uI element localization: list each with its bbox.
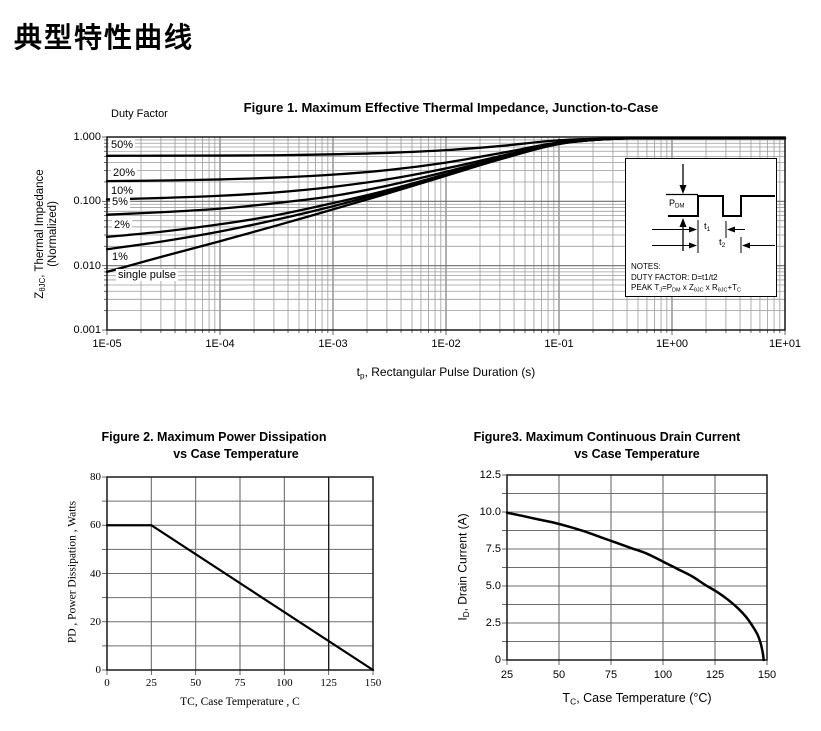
inset-notes: NOTES: DUTY FACTOR: D=t1/t2 PEAK TJ=PDM … [631,262,741,294]
x-tick-label: 0 [104,677,110,689]
x-tick-label: 25 [145,677,157,689]
left-arrow-icon [727,226,735,233]
series-curve [105,137,787,274]
figure1-title: Figure 1. Maximum Effective Thermal Impe… [243,100,659,115]
y-tick-label: 7.5 [485,543,501,555]
x-tick-label: 50 [552,669,566,681]
x-tick-label: 1E-05 [92,338,122,350]
curve-label: 50% [108,139,136,151]
x-tick-label: 125 [320,677,337,689]
x-tick-label: 75 [234,677,246,689]
down-arrow-icon [679,185,687,194]
x-tick-label: 75 [604,669,618,681]
x-tick-label: 150 [757,669,777,681]
y-tick-label: 20 [90,615,101,628]
figure2-x-axis-title: TC, Case Temperature , C [180,696,300,708]
t2-label: t2 [719,237,726,249]
curve-label: 1% [110,251,130,263]
figure1-y-axis-title: ZθJC, Thermal Impedance (Normalized) [34,169,60,298]
figure3-plot [502,474,768,665]
figure1-duty-factor-label: Duty Factor [111,108,168,120]
figure3-title-line2: vs Case Temperature [574,447,700,461]
y-tick-label: 10.0 [479,506,501,518]
x-tick-label: 1E-03 [318,338,348,350]
up-arrow-icon [679,218,687,227]
curve-label: 10% [108,185,136,197]
x-tick-label: 1E-01 [544,338,574,350]
x-tick-label: 25 [500,669,514,681]
curve-label: 20% [110,167,138,179]
right-arrow-icon [689,242,697,249]
figure1-y-axis-title-line1: ZθJC, Thermal Impedance [34,169,48,299]
figure2-plot [102,476,375,675]
y-tick-label: 0.001 [73,324,101,336]
x-tick-label: 1E+00 [655,338,689,350]
inset-note-line: DUTY FACTOR: D=t1/t2 [631,272,718,282]
x-tick-label: 100 [276,677,293,689]
figure2-y-axis-title-text: PD , Power Dissipation , Watts [66,500,79,644]
y-tick-label: 1.000 [73,131,101,143]
y-tick-label: 0 [95,664,102,676]
y-tick-label: 40 [90,567,101,580]
y-tick-label: 0.100 [73,195,101,208]
x-tick-label: 150 [364,677,382,689]
y-tick-label: 2.5 [485,617,501,629]
series-curve [505,511,765,662]
curve-label: 2% [112,219,132,231]
figure3-x-axis-title: TC, Case Temperature (°C) [562,691,712,707]
y-tick-label: 0 [494,654,501,666]
y-tick-label: 5.0 [485,580,501,592]
left-arrow-icon [742,242,750,249]
curve-label: single pulse [115,269,179,281]
figure1-inset-diagram: PDM t1 t2 NOTES: DUTY FACTOR: D=t1/t2 PE… [625,158,777,297]
series-curve [105,524,375,672]
right-arrow-icon [689,226,697,233]
inset-note-line: PEAK TJ=PDM x ZθJC x RθJC+TC [631,283,741,294]
figure1-y-axis-title-line2: (Normalized) [47,201,59,267]
y-tick-label: 12.5 [479,469,501,481]
page-title: 典型特性曲线 [14,21,195,54]
x-tick-label: 100 [653,669,673,681]
figure1-x-axis-title: tp, Rectangular Pulse Duration (s) [356,365,536,381]
pulse-waveform-diagram [652,164,775,253]
figure3-y-axis-title: ID, Drain Current (A) [455,513,471,621]
y-tick-label: 0.010 [73,259,101,272]
figure2-y-axis-title: PD , Power Dissipation , Watts [67,501,80,643]
figure3-title-line1: Figure3. Maximum Continuous Drain Curren… [473,430,741,444]
pulse-waveform [668,195,775,217]
figure3-y-axis-title-text: ID, Drain Current (A) [455,513,471,621]
figure2-title-line2: vs Case Temperature [173,447,299,461]
x-tick-label: 1E-02 [431,338,461,350]
y-tick-label: 80 [90,471,101,483]
x-tick-label: 50 [190,677,202,689]
x-tick-label: 1E-04 [205,338,235,350]
curve-label: 5% [110,196,130,208]
t1-label: t1 [704,221,711,233]
figure2-title-line1: Figure 2. Maximum Power Dissipation [101,430,327,444]
y-tick-label: 60 [90,519,101,532]
x-tick-label: 125 [705,669,725,681]
inset-note-line: NOTES: [631,262,661,271]
x-tick-label: 1E+01 [768,338,802,350]
pdm-label: PDM [669,198,685,210]
